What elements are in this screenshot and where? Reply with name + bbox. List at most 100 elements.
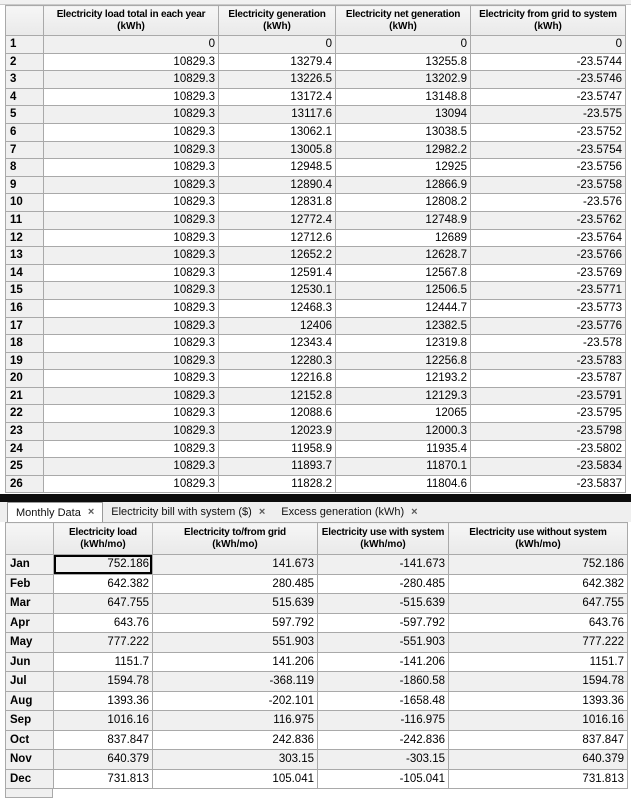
cell[interactable]: -551.903 bbox=[317, 632, 449, 653]
cell[interactable]: 643.76 bbox=[53, 612, 153, 633]
cell[interactable]: 12280.3 bbox=[218, 351, 336, 371]
cell[interactable]: 597.792 bbox=[152, 612, 318, 633]
cell[interactable]: 12506.5 bbox=[335, 281, 471, 300]
row-header[interactable]: May bbox=[5, 632, 54, 653]
cell[interactable]: 10829.3 bbox=[43, 193, 219, 212]
cell[interactable]: 642.382 bbox=[53, 573, 153, 594]
row-header[interactable]: 10 bbox=[5, 193, 44, 212]
column-header[interactable]: Electricity load (kWh/mo) bbox=[53, 522, 153, 555]
cell[interactable]: 10829.3 bbox=[43, 52, 219, 72]
cell[interactable]: 515.639 bbox=[152, 593, 318, 614]
cell[interactable]: 731.813 bbox=[448, 768, 628, 789]
row-header[interactable]: 7 bbox=[5, 140, 44, 160]
row-header[interactable]: Mar bbox=[5, 593, 54, 614]
cell[interactable]: 642.382 bbox=[448, 573, 628, 594]
row-header[interactable]: 13 bbox=[5, 246, 44, 265]
cell[interactable]: -23.5769 bbox=[470, 263, 626, 283]
cell[interactable]: -23.5764 bbox=[470, 228, 626, 248]
cell[interactable]: -105.041 bbox=[317, 768, 449, 789]
cell[interactable]: 1016.16 bbox=[53, 710, 153, 731]
cell[interactable]: 10829.3 bbox=[43, 210, 219, 230]
cell[interactable]: -23.5773 bbox=[470, 298, 626, 318]
cell[interactable]: 640.379 bbox=[448, 749, 628, 770]
cell[interactable]: -116.975 bbox=[317, 710, 449, 731]
row-header[interactable]: Sep bbox=[5, 710, 54, 731]
cell[interactable]: 10829.3 bbox=[43, 298, 219, 318]
cell[interactable]: -1860.58 bbox=[317, 671, 449, 692]
cell[interactable]: 12129.3 bbox=[335, 386, 471, 406]
cell[interactable]: 12772.4 bbox=[218, 210, 336, 230]
cell[interactable]: 12023.9 bbox=[218, 422, 336, 441]
cell[interactable]: 12925 bbox=[335, 158, 471, 177]
cell[interactable]: 10829.3 bbox=[43, 281, 219, 300]
row-header[interactable]: 16 bbox=[5, 298, 44, 318]
cell[interactable]: 10829.3 bbox=[43, 158, 219, 177]
row-header[interactable]: 15 bbox=[5, 281, 44, 300]
cell[interactable]: -23.578 bbox=[470, 334, 626, 353]
row-header[interactable]: Jan bbox=[5, 554, 54, 575]
cell[interactable]: 12216.8 bbox=[218, 369, 336, 388]
row-header[interactable]: Jul bbox=[5, 671, 54, 692]
cell[interactable]: 13094 bbox=[335, 105, 471, 124]
column-header[interactable]: Electricity from grid to system (kWh) bbox=[470, 5, 626, 36]
column-header[interactable]: Electricity use with system (kWh/mo) bbox=[317, 522, 449, 555]
row-header[interactable]: 1 bbox=[5, 35, 44, 54]
cell[interactable]: 0 bbox=[335, 35, 471, 54]
cell[interactable]: 10829.3 bbox=[43, 246, 219, 265]
cell[interactable]: 10829.3 bbox=[43, 457, 219, 476]
cell[interactable]: 10829.3 bbox=[43, 140, 219, 160]
cell[interactable]: 752.186 bbox=[448, 554, 628, 575]
cell[interactable]: 1016.16 bbox=[448, 710, 628, 731]
cell[interactable]: 13202.9 bbox=[335, 70, 471, 89]
cell[interactable]: 0 bbox=[470, 35, 626, 54]
cell[interactable]: 105.041 bbox=[152, 768, 318, 789]
column-header[interactable]: Electricity load total in each year (kWh… bbox=[43, 5, 219, 36]
cell[interactable]: 12152.8 bbox=[218, 386, 336, 406]
cell[interactable]: -141.673 bbox=[317, 554, 449, 575]
cell[interactable]: 10829.3 bbox=[43, 351, 219, 371]
tab-close-icon[interactable]: × bbox=[258, 505, 266, 518]
cell[interactable]: -23.5795 bbox=[470, 404, 626, 424]
row-header[interactable]: 3 bbox=[5, 70, 44, 89]
row-header[interactable]: 25 bbox=[5, 457, 44, 476]
cell[interactable]: 647.755 bbox=[448, 593, 628, 614]
cell[interactable]: 10829.3 bbox=[43, 474, 219, 494]
cell[interactable]: 11870.1 bbox=[335, 457, 471, 476]
cell[interactable]: 12343.4 bbox=[218, 334, 336, 353]
cell[interactable]: 12065 bbox=[335, 404, 471, 424]
row-header[interactable]: 5 bbox=[5, 105, 44, 124]
cell[interactable]: 12982.2 bbox=[335, 140, 471, 160]
cell[interactable]: -515.639 bbox=[317, 593, 449, 614]
row-header[interactable]: 2 bbox=[5, 52, 44, 72]
cell[interactable]: -23.5752 bbox=[470, 122, 626, 142]
cell[interactable]: -23.5791 bbox=[470, 386, 626, 406]
cell[interactable]: 1594.78 bbox=[448, 671, 628, 692]
cell[interactable]: -1658.48 bbox=[317, 690, 449, 711]
cell[interactable]: 647.755 bbox=[53, 593, 153, 614]
cell[interactable]: -23.5746 bbox=[470, 70, 626, 89]
cell[interactable]: 12319.8 bbox=[335, 334, 471, 353]
cell[interactable]: 1594.78 bbox=[53, 671, 153, 692]
cell[interactable]: 12000.3 bbox=[335, 422, 471, 441]
cell[interactable]: -23.5834 bbox=[470, 457, 626, 476]
cell[interactable]: 116.975 bbox=[152, 710, 318, 731]
cell[interactable]: 643.76 bbox=[448, 612, 628, 633]
cell[interactable]: 13279.4 bbox=[218, 52, 336, 72]
cell[interactable]: 12652.2 bbox=[218, 246, 336, 265]
row-header[interactable]: Aug bbox=[5, 690, 54, 711]
cell[interactable]: -202.101 bbox=[152, 690, 318, 711]
cell[interactable]: -23.5756 bbox=[470, 158, 626, 177]
tab[interactable]: Electricity bill with system ($) × bbox=[103, 502, 273, 522]
cell[interactable]: 13117.6 bbox=[218, 105, 336, 124]
cell[interactable]: 12808.2 bbox=[335, 193, 471, 212]
row-header[interactable]: 26 bbox=[5, 474, 44, 494]
row-header[interactable]: 19 bbox=[5, 351, 44, 371]
cell[interactable]: 10829.3 bbox=[43, 175, 219, 195]
cell[interactable]: 837.847 bbox=[448, 729, 628, 750]
cell[interactable]: -23.5798 bbox=[470, 422, 626, 441]
cell[interactable]: 12712.6 bbox=[218, 228, 336, 248]
column-header[interactable]: Electricity net generation (kWh) bbox=[335, 5, 471, 36]
cell[interactable]: -303.15 bbox=[317, 749, 449, 770]
cell[interactable]: 12567.8 bbox=[335, 263, 471, 283]
cell[interactable]: -242.836 bbox=[317, 729, 449, 750]
